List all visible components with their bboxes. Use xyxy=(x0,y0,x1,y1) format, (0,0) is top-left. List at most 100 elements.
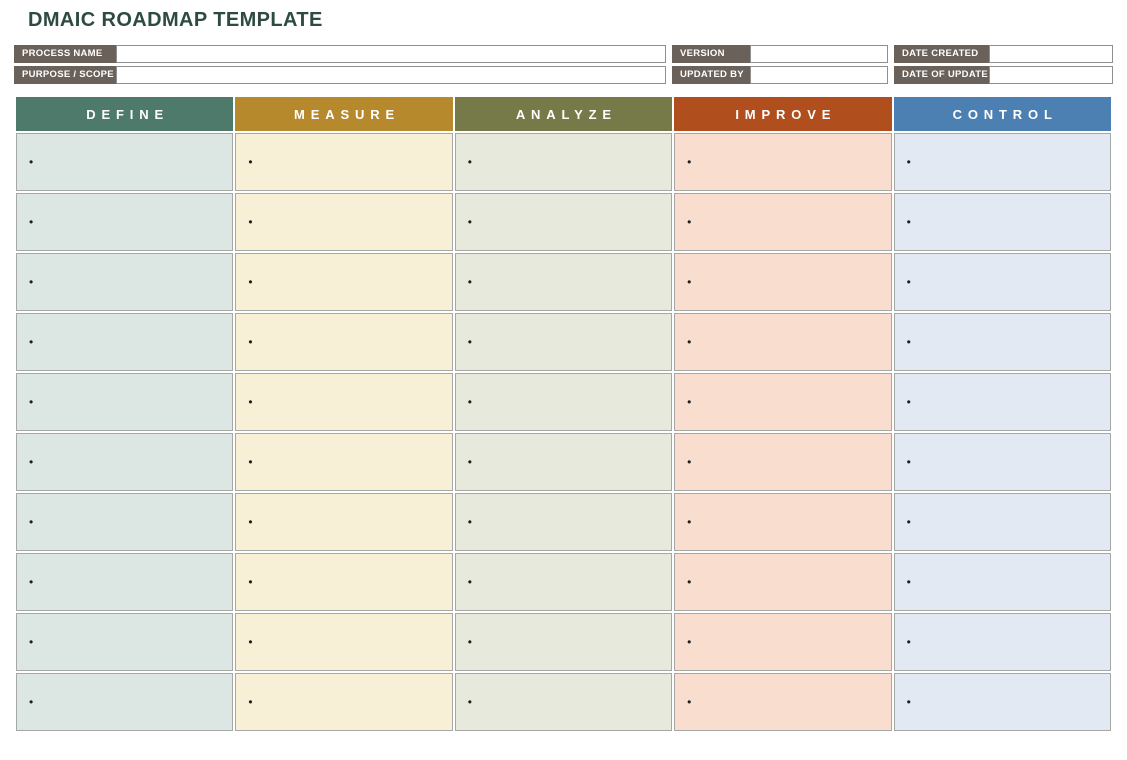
bullet-icon: • xyxy=(687,215,692,229)
bullet-icon: • xyxy=(687,515,692,529)
cell-measure-row2[interactable]: • xyxy=(235,193,453,251)
cell-improve-row7[interactable]: • xyxy=(674,493,892,551)
bullet-icon: • xyxy=(467,635,472,649)
cell-define-row8[interactable]: • xyxy=(16,553,234,611)
date-created-input[interactable] xyxy=(989,45,1113,63)
field-label-updated-by: UPDATED BY xyxy=(672,66,750,84)
bullet-icon: • xyxy=(687,155,692,169)
version-input[interactable] xyxy=(750,45,888,63)
cell-analyze-row3[interactable]: • xyxy=(454,253,673,311)
bullet-icon: • xyxy=(687,395,692,409)
cell-control-row2[interactable]: • xyxy=(893,193,1111,251)
cell-measure-row3[interactable]: • xyxy=(235,253,453,311)
cell-control-row5[interactable]: • xyxy=(893,373,1111,431)
bullet-icon: • xyxy=(29,215,34,229)
bullet-icon: • xyxy=(29,695,34,709)
cell-control-row7[interactable]: • xyxy=(893,493,1111,551)
dmaic-table: DEFINE MEASURE ANALYZE IMPROVE CONTROL •… xyxy=(14,95,1113,733)
cell-define-row3[interactable]: • xyxy=(16,253,234,311)
dmaic-roadmap-page: DMAIC ROADMAP TEMPLATE PROCESS NAME VERS… xyxy=(0,9,1127,733)
bullet-icon: • xyxy=(906,695,911,709)
cell-analyze-row9[interactable]: • xyxy=(454,613,673,671)
bullet-icon: • xyxy=(248,575,253,589)
dmaic-header-row: DEFINE MEASURE ANALYZE IMPROVE CONTROL xyxy=(16,97,1111,131)
cell-define-row10[interactable]: • xyxy=(16,673,234,731)
bullet-icon: • xyxy=(687,635,692,649)
cell-analyze-row6[interactable]: • xyxy=(454,433,673,491)
cell-control-row10[interactable]: • xyxy=(893,673,1111,731)
dmaic-table-body: • • • • • • • • • • • • • • • • • • • • • • • • • • • • • • • • • • • • • • • •… xyxy=(16,133,1111,731)
cell-improve-row6[interactable]: • xyxy=(674,433,892,491)
cell-analyze-row5[interactable]: • xyxy=(454,373,673,431)
cell-define-row7[interactable]: • xyxy=(16,493,234,551)
process-name-input[interactable] xyxy=(116,45,666,63)
column-header-improve: IMPROVE xyxy=(674,97,892,131)
cell-measure-row5[interactable]: • xyxy=(235,373,453,431)
cell-define-row2[interactable]: • xyxy=(16,193,234,251)
cell-analyze-row8[interactable]: • xyxy=(454,553,673,611)
cell-analyze-row2[interactable]: • xyxy=(454,193,673,251)
bullet-icon: • xyxy=(248,395,253,409)
bullet-icon: • xyxy=(29,155,34,169)
purpose-scope-input[interactable] xyxy=(116,66,666,84)
cell-measure-row7[interactable]: • xyxy=(235,493,453,551)
bullet-icon: • xyxy=(29,395,34,409)
bullet-icon: • xyxy=(467,695,472,709)
cell-measure-row9[interactable]: • xyxy=(235,613,453,671)
cell-control-row4[interactable]: • xyxy=(893,313,1111,371)
column-header-analyze: ANALYZE xyxy=(454,97,673,131)
cell-control-row6[interactable]: • xyxy=(893,433,1111,491)
cell-control-row3[interactable]: • xyxy=(893,253,1111,311)
column-header-control: CONTROL xyxy=(893,97,1111,131)
updated-by-input[interactable] xyxy=(750,66,888,84)
field-label-version: VERSION xyxy=(672,45,750,63)
column-header-define: DEFINE xyxy=(16,97,234,131)
cell-measure-row4[interactable]: • xyxy=(235,313,453,371)
cell-control-row1[interactable]: • xyxy=(893,133,1111,191)
bullet-icon: • xyxy=(29,515,34,529)
cell-improve-row1[interactable]: • xyxy=(674,133,892,191)
cell-improve-row9[interactable]: • xyxy=(674,613,892,671)
cell-measure-row8[interactable]: • xyxy=(235,553,453,611)
table-row: • • • • • xyxy=(16,253,1111,311)
bullet-icon: • xyxy=(248,695,253,709)
table-row: • • • • • xyxy=(16,373,1111,431)
bullet-icon: • xyxy=(467,335,472,349)
bullet-icon: • xyxy=(906,215,911,229)
cell-control-row8[interactable]: • xyxy=(893,553,1111,611)
cell-analyze-row1[interactable]: • xyxy=(454,133,673,191)
cell-improve-row4[interactable]: • xyxy=(674,313,892,371)
bullet-icon: • xyxy=(906,395,911,409)
bullet-icon: • xyxy=(906,575,911,589)
cell-define-row6[interactable]: • xyxy=(16,433,234,491)
bullet-icon: • xyxy=(467,155,472,169)
cell-define-row4[interactable]: • xyxy=(16,313,234,371)
cell-analyze-row7[interactable]: • xyxy=(454,493,673,551)
cell-improve-row8[interactable]: • xyxy=(674,553,892,611)
field-label-date-of-update: DATE OF UPDATE xyxy=(894,66,989,84)
cell-define-row9[interactable]: • xyxy=(16,613,234,671)
cell-improve-row3[interactable]: • xyxy=(674,253,892,311)
cell-analyze-row10[interactable]: • xyxy=(454,673,673,731)
table-row: • • • • • xyxy=(16,553,1111,611)
cell-define-row1[interactable]: • xyxy=(16,133,234,191)
cell-improve-row5[interactable]: • xyxy=(674,373,892,431)
meta-fields: PROCESS NAME VERSION DATE CREATED PURPOS… xyxy=(14,45,1113,84)
cell-control-row9[interactable]: • xyxy=(893,613,1111,671)
cell-measure-row1[interactable]: • xyxy=(235,133,453,191)
field-label-process-name: PROCESS NAME xyxy=(14,45,116,63)
page-title: DMAIC ROADMAP TEMPLATE xyxy=(28,9,323,31)
bullet-icon: • xyxy=(687,275,692,289)
column-header-measure: MEASURE xyxy=(235,97,453,131)
cell-improve-row10[interactable]: • xyxy=(674,673,892,731)
cell-define-row5[interactable]: • xyxy=(16,373,234,431)
date-of-update-input[interactable] xyxy=(989,66,1113,84)
bullet-icon: • xyxy=(248,455,253,469)
cell-measure-row10[interactable]: • xyxy=(235,673,453,731)
cell-measure-row6[interactable]: • xyxy=(235,433,453,491)
cell-improve-row2[interactable]: • xyxy=(674,193,892,251)
bullet-icon: • xyxy=(687,455,692,469)
table-row: • • • • • xyxy=(16,673,1111,731)
table-row: • • • • • xyxy=(16,613,1111,671)
cell-analyze-row4[interactable]: • xyxy=(454,313,673,371)
